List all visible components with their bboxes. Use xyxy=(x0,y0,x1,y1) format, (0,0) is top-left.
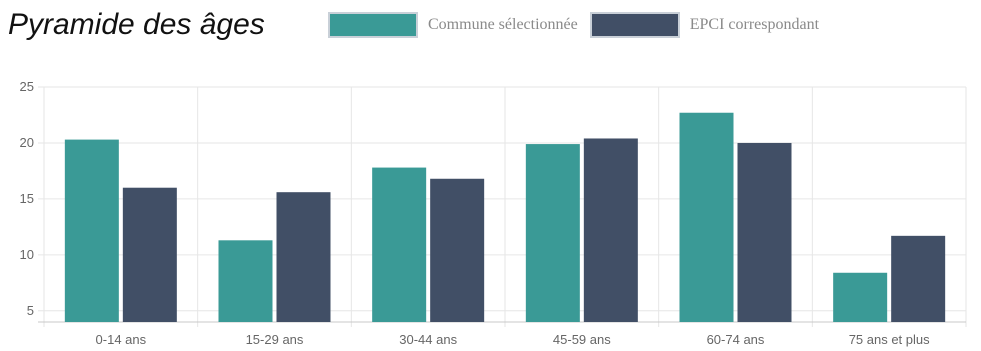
y-tick-label: 25 xyxy=(20,79,34,94)
y-tick-label: 15 xyxy=(20,191,34,206)
legend-label-commune: Commune sélectionnée xyxy=(428,16,578,33)
bar-epci xyxy=(737,142,792,322)
bar-commune xyxy=(525,144,580,322)
bar-epci xyxy=(891,235,946,322)
bar-commune xyxy=(679,112,734,322)
x-tick-label: 45-59 ans xyxy=(553,332,611,347)
legend-swatch-commune xyxy=(328,12,418,38)
bar-epci xyxy=(276,192,331,322)
x-tick-label: 60-74 ans xyxy=(707,332,765,347)
bar-commune xyxy=(372,167,427,322)
y-tick-label: 10 xyxy=(20,247,34,262)
legend-swatch-epci xyxy=(589,12,680,38)
bar-epci xyxy=(122,187,177,322)
legend: Commune sélectionnée EPCI correspondant xyxy=(328,12,831,38)
x-tick-label: 15-29 ans xyxy=(246,332,304,347)
bar-epci xyxy=(430,178,485,322)
x-tick-label: 75 ans et plus xyxy=(849,332,930,347)
x-tick-label: 0-14 ans xyxy=(96,332,147,347)
bar-commune xyxy=(833,272,888,322)
legend-item-epci[interactable]: EPCI correspondant xyxy=(589,12,820,38)
x-tick-label: 30-44 ans xyxy=(399,332,457,347)
bar-epci xyxy=(583,138,638,322)
legend-item-commune[interactable]: Commune sélectionnée xyxy=(328,12,578,38)
chart-title: Pyramide des âges xyxy=(8,8,265,41)
y-tick-label: 20 xyxy=(20,135,34,150)
bar-commune xyxy=(218,240,273,322)
bar-commune xyxy=(64,139,119,322)
y-tick-label: 5 xyxy=(27,303,34,318)
legend-label-epci: EPCI correspondant xyxy=(689,16,820,33)
